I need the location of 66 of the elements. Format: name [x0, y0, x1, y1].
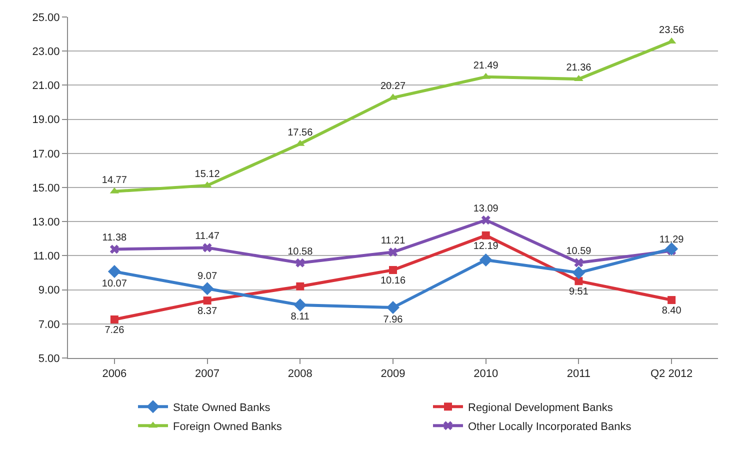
legend-label: Regional Development Banks — [468, 402, 614, 414]
point — [203, 296, 212, 305]
data-label: 9.07 — [198, 270, 218, 282]
data-label: 8.40 — [662, 306, 682, 317]
data-label: 12.19 — [473, 240, 499, 252]
data-label: 10.58 — [288, 246, 314, 258]
y-tick-label: 19.00 — [32, 114, 60, 126]
point — [574, 258, 584, 268]
point — [202, 243, 212, 252]
point — [296, 282, 304, 290]
data-label: 21.36 — [566, 62, 592, 74]
y-tick-label: 7.00 — [38, 318, 60, 331]
y-tick-label: 5.00 — [38, 352, 60, 365]
x-tick-label: 2006 — [102, 368, 127, 380]
point — [479, 253, 492, 266]
point — [665, 242, 678, 256]
point — [108, 265, 121, 278]
data-label: 11.47 — [195, 231, 220, 242]
legend-label: State Owned Banks — [173, 402, 271, 414]
point — [388, 248, 398, 257]
y-tick-label: 15.00 — [32, 182, 60, 194]
data-label: 17.56 — [288, 127, 314, 138]
x-tick-label: 2010 — [474, 368, 498, 380]
y-tick-label: 23.00 — [32, 46, 60, 58]
y-tick-label: 17.00 — [32, 148, 60, 160]
y-tick-label: 9.00 — [38, 284, 60, 297]
data-label: 20.27 — [380, 81, 406, 92]
data-label: 9.51 — [568, 286, 589, 298]
data-label: 8.37 — [198, 306, 218, 318]
point — [482, 231, 490, 240]
point — [200, 282, 214, 296]
data-label: 7.96 — [383, 314, 404, 326]
data-label: 10.07 — [102, 278, 128, 290]
data-label: 7.26 — [104, 324, 125, 336]
y-tick-label: 13.00 — [32, 216, 60, 228]
x-tick-label: 2007 — [195, 368, 220, 380]
point — [572, 266, 586, 280]
data-label: 10.59 — [566, 246, 592, 258]
point — [110, 244, 119, 254]
point — [481, 216, 490, 225]
data-label: 10.16 — [380, 276, 406, 287]
point — [296, 258, 305, 268]
point — [386, 301, 400, 314]
data-label: 23.56 — [659, 25, 685, 36]
point — [294, 298, 307, 312]
point — [389, 266, 397, 274]
legend-label: Other Locally Incorporated Banks — [468, 420, 632, 433]
y-tick-label: 21.00 — [32, 80, 60, 92]
y-tick-label: 11.00 — [33, 250, 60, 263]
legend-label: Foreign Owned Banks — [173, 420, 282, 433]
data-label: 13.09 — [473, 204, 499, 215]
x-tick-label: 2009 — [380, 368, 406, 380]
x-tick-label: 2011 — [566, 368, 591, 380]
data-label: 21.49 — [473, 60, 499, 72]
x-tick-label: 2008 — [288, 368, 312, 380]
point — [668, 296, 676, 304]
data-label: 11.21 — [380, 236, 406, 247]
point — [110, 315, 118, 324]
data-label: 11.29 — [659, 234, 684, 246]
y-tick-label: 25.00 — [32, 12, 60, 24]
data-label: 15.12 — [194, 168, 220, 180]
x-tick-label: Q2 2012 — [650, 368, 693, 380]
data-label: 8.11 — [290, 312, 310, 323]
data-label: 11.38 — [102, 232, 127, 244]
point — [574, 277, 583, 286]
data-label: 14.77 — [102, 174, 128, 186]
